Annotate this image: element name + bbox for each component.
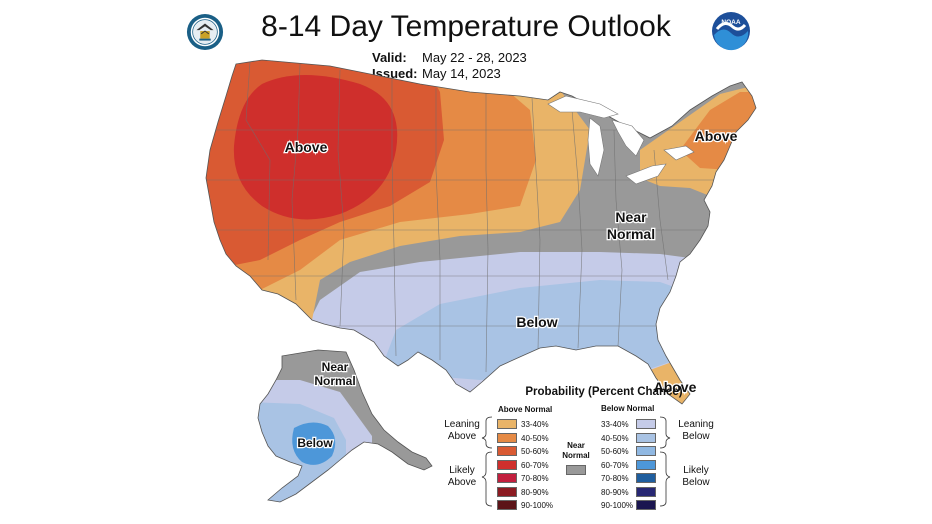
label-west-above: Above — [285, 139, 328, 155]
label-east-near-2: Normal — [607, 226, 655, 242]
noaa-logo-icon: NOAA — [712, 12, 750, 51]
legend-above-label-5: 80-90% — [521, 487, 549, 497]
legend-below-label-6: 90-100% — [601, 501, 634, 510]
legend-below-swatch-4 — [636, 473, 656, 483]
legend-below-label-3: 60-70% — [601, 460, 629, 470]
legend-leaning-above: Leaning Above — [444, 419, 480, 442]
conus-outline — [205, 59, 757, 405]
legend-below-swatch-5 — [636, 486, 656, 497]
legend-above-swatch-3 — [497, 459, 517, 470]
legend-below-swatch-1 — [636, 432, 656, 443]
legend-above-label-3: 60-70% — [521, 460, 549, 470]
legend-above-label-6: 90-100% — [521, 501, 554, 510]
label-alaska-near-2: Normal — [314, 374, 355, 388]
label-alaska-below: Below — [297, 436, 333, 450]
alaska-outlook — [258, 350, 432, 502]
label-east-near-1: Near — [615, 209, 647, 225]
legend-below-swatch-3 — [636, 459, 656, 470]
legend-below-swatch-0 — [636, 419, 656, 429]
page-title: 8-14 Day Temperature Outlook — [261, 10, 671, 43]
commerce-seal-icon — [186, 13, 224, 51]
legend-title: Probability (Percent Chance) — [525, 386, 683, 398]
legend-above-swatch-4 — [497, 473, 517, 483]
legend-above-label-0: 33-40% — [521, 420, 549, 429]
legend-below-swatch-6 — [636, 500, 656, 510]
legend-near-normal-label: Near Normal — [562, 441, 590, 460]
label-florida-above: Above — [654, 379, 697, 395]
legend-below-label-1: 40-50% — [601, 433, 629, 443]
date-info: Valid: May 22 - 28, 2023 Issued: May 14, 2… — [372, 50, 527, 82]
legend-above-label-2: 50-60% — [521, 447, 549, 456]
map-labels: Above Above Near Normal Below Above Near… — [283, 127, 739, 452]
legend-above-header: Above Normal — [498, 405, 553, 414]
legend-near-normal-swatch — [566, 465, 586, 475]
legend-below-swatch-2 — [636, 446, 656, 456]
great-lakes — [547, 95, 695, 185]
label-alaska-near-1: Near — [322, 360, 349, 374]
legend-likely-below: Likely Below — [682, 465, 710, 488]
legend-above-swatch-6 — [497, 500, 517, 510]
valid-value: May 22 - 28, 2023 — [422, 50, 527, 65]
legend-below-label-4: 70-80% — [601, 474, 629, 483]
legend-above-swatch-5 — [497, 486, 517, 497]
legend-above-swatch-1 — [497, 432, 517, 443]
legend-leaning-below: Leaning Below — [678, 419, 714, 442]
noaa-logo-text: NOAA — [721, 19, 740, 26]
legend-below-label-0: 33-40% — [601, 420, 629, 429]
legend-above-swatch-0 — [497, 419, 517, 429]
alaska-outline — [257, 349, 433, 503]
valid-label: Valid: — [372, 50, 407, 65]
legend-likely-above: Likely Above — [447, 465, 477, 488]
label-south-below: Below — [516, 314, 557, 330]
issued-value: May 14, 2023 — [422, 66, 501, 81]
legend-below-header: Below Normal — [601, 404, 655, 413]
legend-below-label-5: 80-90% — [601, 487, 629, 497]
legend-above-swatch-2 — [497, 446, 517, 456]
legend-above-label-4: 70-80% — [521, 474, 549, 483]
legend-above-label-1: 40-50% — [521, 433, 549, 443]
label-northeast-above: Above — [695, 128, 738, 144]
legend-below-label-2: 50-60% — [601, 447, 629, 456]
